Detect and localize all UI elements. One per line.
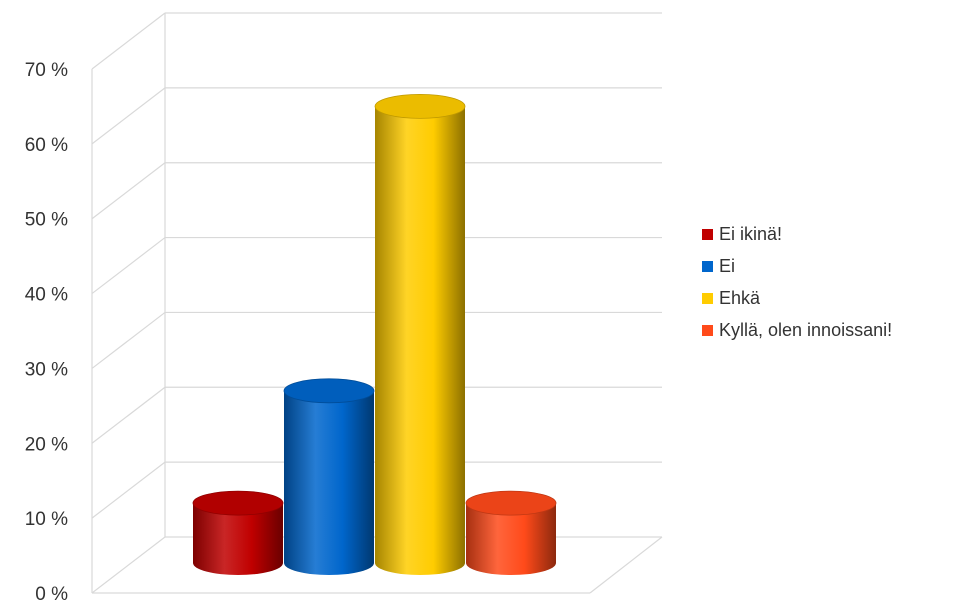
legend-label: Ei bbox=[719, 255, 736, 276]
bar-body bbox=[375, 106, 465, 575]
y-tick-label: 10 % bbox=[25, 509, 68, 530]
chart-walls bbox=[91, 13, 663, 594]
y-tick-label: 20 % bbox=[25, 434, 68, 455]
grid-line-side bbox=[91, 311, 166, 369]
y-tick-label: 50 % bbox=[25, 210, 68, 231]
legend-swatch bbox=[702, 324, 713, 336]
bar-top bbox=[192, 490, 284, 516]
bar-top bbox=[283, 378, 375, 404]
legend: Ei ikinä! Ei Ehkä Kyllä, olen innoissani! bbox=[702, 218, 892, 346]
bar-4 bbox=[465, 490, 557, 575]
legend-item: Ei ikinä! bbox=[702, 218, 892, 250]
grid-line-side bbox=[91, 237, 166, 295]
bar-body bbox=[284, 390, 374, 575]
bar-top bbox=[465, 490, 557, 516]
legend-swatch bbox=[702, 260, 713, 272]
bar-3 bbox=[374, 93, 466, 575]
bars bbox=[192, 93, 557, 575]
y-tick-label: 70 % bbox=[25, 60, 68, 81]
y-tick-label: 0 % bbox=[35, 584, 68, 605]
legend-swatch bbox=[702, 228, 713, 240]
legend-item: Kyllä, olen innoissani! bbox=[702, 314, 892, 346]
floor-right-edge bbox=[589, 536, 663, 594]
legend-item: Ei bbox=[702, 250, 892, 282]
bar-body bbox=[466, 503, 556, 575]
grid-line-side bbox=[91, 461, 166, 519]
y-tick-label: 30 % bbox=[25, 359, 68, 380]
grid-line-side bbox=[91, 536, 166, 594]
grid-line-side bbox=[91, 162, 166, 220]
bar-1 bbox=[192, 490, 284, 575]
legend-swatch bbox=[702, 292, 713, 304]
grid-line-side bbox=[91, 87, 166, 145]
y-tick-label: 60 % bbox=[25, 135, 68, 156]
legend-label: Ehkä bbox=[719, 287, 761, 308]
grid-line-side bbox=[91, 386, 166, 444]
legend-item: Ehkä bbox=[702, 282, 892, 314]
y-tick-label: 40 % bbox=[25, 285, 68, 306]
legend-label: Ei ikinä! bbox=[719, 223, 783, 244]
y-axis-ticks: 0 % 10 % 20 % 30 % 40 % 50 % 60 % 70 % bbox=[25, 60, 68, 605]
bar-body bbox=[193, 503, 283, 575]
grid-line-side bbox=[91, 12, 166, 70]
bar-top bbox=[374, 93, 466, 119]
legend-label: Kyllä, olen innoissani! bbox=[719, 319, 893, 340]
bar-2 bbox=[283, 378, 375, 575]
